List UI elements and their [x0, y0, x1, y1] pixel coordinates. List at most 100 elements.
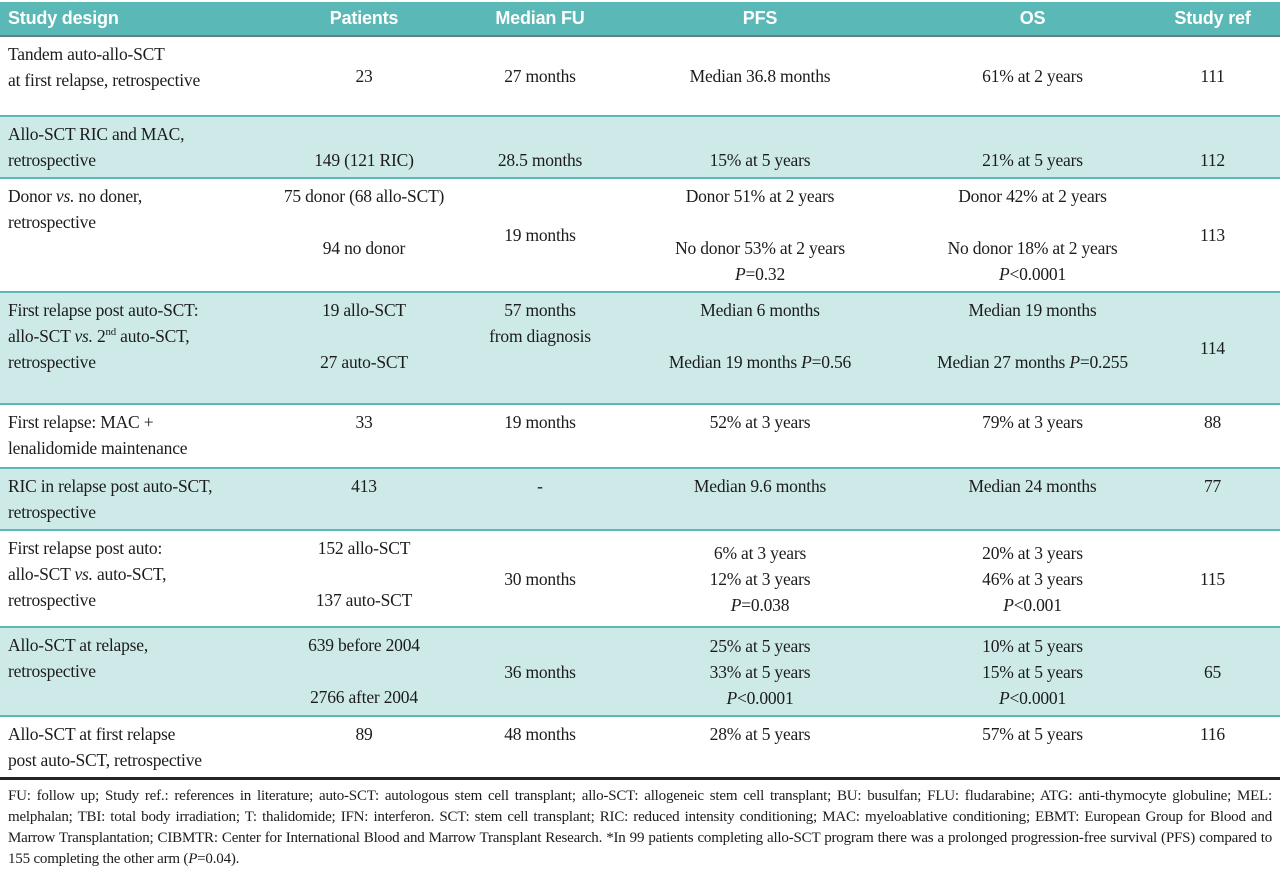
cell-line: 25% at 5 years	[709, 635, 811, 656]
cell-patients: 89	[248, 717, 480, 777]
cell-line: P<0.0001	[998, 687, 1067, 708]
cell-os: Donor 42% at 2 years No donor 18% at 2 y…	[920, 179, 1145, 291]
column-header-study-ref: Study ref	[1174, 8, 1251, 28]
cell-line: 27 auto-SCT	[320, 352, 408, 372]
cell-line: 33% at 5 years	[709, 661, 811, 682]
cell-line	[250, 209, 478, 235]
cell-line: retrospective	[8, 661, 96, 681]
column-header-median-fu: Median FU	[495, 8, 585, 28]
cell-median-fu: 27 months	[480, 37, 600, 115]
cell-median-fu: 19 months	[480, 405, 600, 467]
cell-line: 75 donor (68 allo-SCT)	[283, 186, 445, 206]
cell-pfs: 28% at 5 years	[600, 717, 920, 777]
cell-line: Donor 51% at 2 years	[685, 186, 835, 206]
cell-line: Tandem auto-allo-SCT	[8, 44, 165, 64]
cell-design: First relapse post auto-SCT: allo-SCT vs.…	[0, 293, 248, 403]
cell-line: 89	[355, 724, 373, 744]
cell-line: retrospective	[8, 352, 96, 372]
cell-line: 88	[1203, 412, 1222, 432]
cell-line: 19 months	[504, 412, 576, 432]
table-row: Allo-SCT at first relapse post auto-SCT, …	[0, 715, 1280, 777]
table-row: Tandem auto-allo-SCT at first relapse, re…	[0, 37, 1280, 115]
cell-os: Median 19 months Median 27 months P=0.25…	[920, 293, 1145, 403]
cell-pfs: Median 6 months Median 19 months P=0.56	[600, 293, 920, 403]
cell-design: Tandem auto-allo-SCT at first relapse, re…	[0, 37, 248, 115]
cell-line	[250, 658, 478, 684]
cell-line: 116	[1199, 724, 1225, 744]
cell-line: 15% at 5 years	[982, 661, 1083, 682]
cell-line: Median 9.6 months	[693, 476, 827, 496]
cell-line: 23	[355, 66, 373, 86]
cell-design: First relapse: MAC + lenalidomide mainten…	[0, 405, 248, 467]
cell-line: P<0.0001	[998, 264, 1067, 284]
cell-patients: 152 allo-SCT 137 auto-SCT	[248, 531, 480, 626]
cell-line: allo-SCT vs. 2nd auto-SCT,	[8, 326, 190, 346]
cell-line: retrospective	[8, 590, 96, 610]
cell-os: 61% at 2 years	[920, 37, 1145, 115]
cell-line: post auto-SCT, retrospective	[8, 750, 202, 770]
cell-os: Median 24 months	[920, 469, 1145, 529]
cell-line: at first relapse, retrospective	[8, 70, 201, 90]
cell-design: First relapse post auto: allo-SCT vs. aut…	[0, 531, 248, 626]
cell-line: 112	[1199, 150, 1225, 170]
cell-line: Donor 42% at 2 years	[958, 186, 1107, 206]
cell-design: Donor vs. no doner, retrospective	[0, 179, 248, 291]
cell-median-fu: 36 months	[480, 628, 600, 715]
cell-line: P=0.32	[735, 264, 785, 284]
cell-line	[922, 209, 1143, 235]
cell-line: First relapse post auto-SCT:	[8, 300, 199, 320]
cell-os: 20% at 3 years 46% at 3 years P<0.001	[920, 531, 1145, 626]
cell-line: 57 months	[504, 300, 576, 320]
cell-line: Median 27 months P=0.255	[937, 352, 1128, 372]
cell-patients: 33	[248, 405, 480, 467]
cell-ref: 114	[1145, 293, 1280, 403]
cell-pfs: Median 9.6 months	[600, 469, 920, 529]
cell-line: 115	[1199, 568, 1225, 589]
cell-line: 48 months	[504, 724, 576, 744]
cell-line: Allo-SCT at relapse,	[8, 635, 149, 655]
cell-line: 33	[355, 412, 373, 432]
cell-line	[250, 323, 478, 349]
cell-ref: 88	[1145, 405, 1280, 467]
cell-ref: 113	[1145, 179, 1280, 291]
table-body: Tandem auto-allo-SCT at first relapse, re…	[0, 37, 1280, 780]
cell-median-fu: -	[480, 469, 600, 529]
cell-median-fu: 28.5 months	[480, 117, 600, 177]
cell-line: 15% at 5 years	[709, 150, 811, 170]
cell-line: Median 24 months	[968, 476, 1097, 496]
cell-line: Median 19 months P=0.56	[668, 352, 852, 372]
cell-line: 52% at 3 years	[709, 412, 811, 432]
cell-line: Allo-SCT at first relapse	[8, 724, 176, 744]
cell-line: 28.5 months	[497, 150, 583, 170]
cell-line: 114	[1199, 338, 1225, 358]
cell-line: retrospective	[8, 150, 96, 170]
cell-ref: 115	[1145, 531, 1280, 626]
cell-line: 10% at 5 years	[982, 635, 1083, 656]
cell-line	[602, 209, 918, 235]
cell-line: lenalidomide maintenance	[8, 438, 188, 458]
table-row: RIC in relapse post auto-SCT, retrospecti…	[0, 467, 1280, 529]
cell-line	[922, 323, 1143, 349]
cell-design: Allo-SCT at first relapse post auto-SCT, …	[0, 717, 248, 777]
table-row: Allo-SCT RIC and MAC, retrospective 149 (1…	[0, 115, 1280, 177]
cell-line: P=0.038	[730, 594, 790, 615]
table-row: First relapse post auto-SCT: allo-SCT vs.…	[0, 291, 1280, 403]
cell-line: 28% at 5 years	[709, 724, 811, 744]
cell-line: No donor 18% at 2 years	[947, 238, 1118, 258]
cell-line	[602, 323, 918, 349]
cell-ref: 116	[1145, 717, 1280, 777]
cell-pfs: Donor 51% at 2 years No donor 53% at 2 y…	[600, 179, 920, 291]
cell-line: -	[537, 476, 543, 496]
cell-patients: 413	[248, 469, 480, 529]
cell-patients: 19 allo-SCT 27 auto-SCT	[248, 293, 480, 403]
cell-line: 639 before 2004	[308, 635, 420, 655]
cell-line	[250, 561, 478, 587]
cell-line: P<0.0001	[726, 687, 794, 708]
cell-patients: 75 donor (68 allo-SCT) 94 no donor	[248, 179, 480, 291]
cell-patients: 23	[248, 37, 480, 115]
cell-median-fu: 19 months	[480, 179, 600, 291]
cell-line: 61% at 2 years	[982, 66, 1083, 86]
cell-line: retrospective	[8, 212, 96, 232]
cell-design: Allo-SCT RIC and MAC, retrospective	[0, 117, 248, 177]
cell-line: 46% at 3 years	[982, 568, 1083, 589]
